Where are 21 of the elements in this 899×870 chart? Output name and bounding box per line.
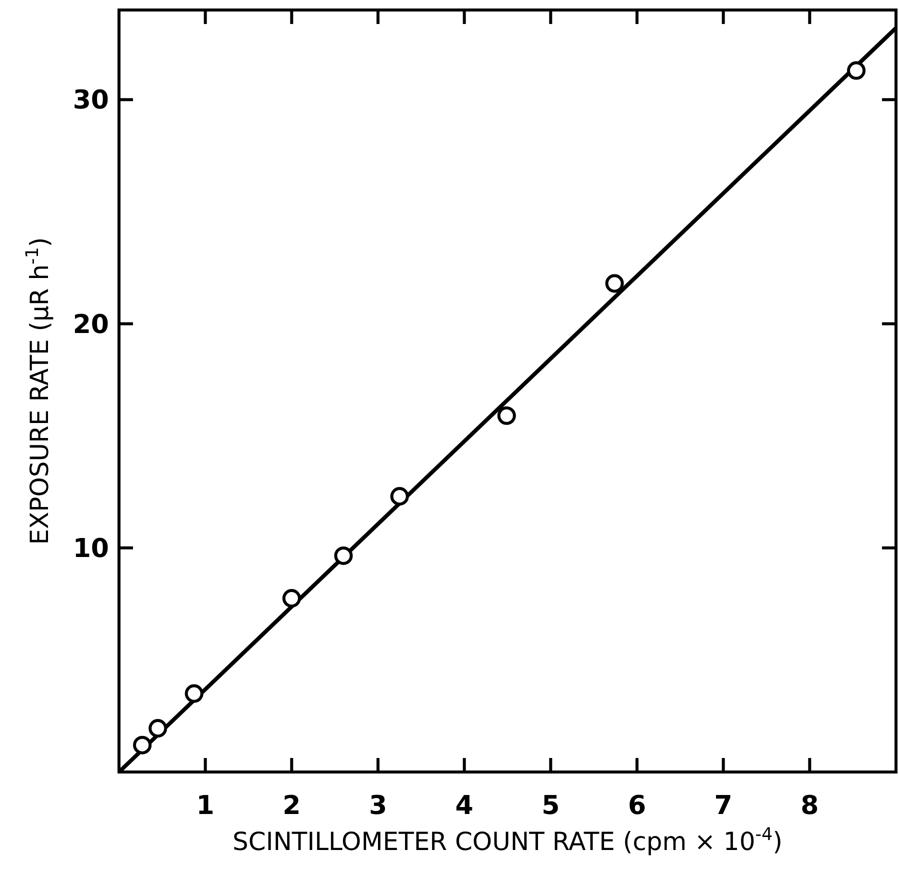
point xyxy=(334,546,353,565)
x-tick-label: 1 xyxy=(196,791,214,821)
point xyxy=(847,61,866,80)
x-tick-label: 3 xyxy=(368,791,388,821)
point xyxy=(390,487,409,506)
point xyxy=(148,719,168,738)
x-tick-label: 6 xyxy=(628,791,646,821)
x-tick-label: 7 xyxy=(714,791,732,821)
y-tick-label: 30 xyxy=(72,86,109,116)
y-tick-label: 10 xyxy=(72,534,109,564)
point xyxy=(605,274,624,293)
point xyxy=(282,589,301,608)
y-tick-label: 20 xyxy=(72,310,109,340)
point xyxy=(497,406,516,425)
x-tick-label: 5 xyxy=(542,791,560,821)
point xyxy=(184,684,204,703)
point xyxy=(133,736,152,754)
x-tick-label: 2 xyxy=(282,791,301,821)
x-tick-label: 8 xyxy=(800,791,819,821)
x-tick-label: 4 xyxy=(455,791,474,821)
x-axis-title: SCINTILLOMETER COUNT RATE (cpm × 10$^{-4}$) xyxy=(232,825,782,856)
